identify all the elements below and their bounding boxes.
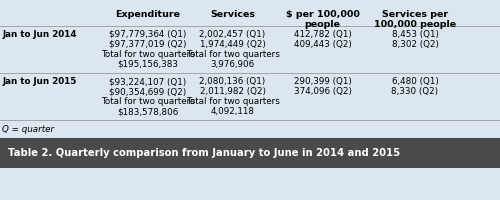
- Text: 290,399 (Q1): 290,399 (Q1): [294, 77, 352, 86]
- Text: 4,092,118: 4,092,118: [210, 107, 254, 116]
- Text: Services: Services: [210, 10, 255, 19]
- Text: 412,782 (Q1): 412,782 (Q1): [294, 30, 352, 39]
- Text: $ per 100,000
people: $ per 100,000 people: [286, 10, 360, 29]
- Text: 8,302 (Q2): 8,302 (Q2): [392, 40, 438, 49]
- Text: Services per
100,000 people: Services per 100,000 people: [374, 10, 456, 29]
- Text: Jan to Jun 2015: Jan to Jun 2015: [2, 77, 77, 86]
- Text: Q = quarter: Q = quarter: [2, 125, 54, 134]
- Text: $97,377,019 (Q2): $97,377,019 (Q2): [109, 40, 186, 49]
- Text: Table 2. Quarterly comparison from January to June in 2014 and 2015: Table 2. Quarterly comparison from Janua…: [8, 148, 400, 158]
- Text: Total for two quarters: Total for two quarters: [186, 50, 280, 59]
- Text: Jan to Jun 2014: Jan to Jun 2014: [2, 30, 77, 39]
- Text: Total for two quarters: Total for two quarters: [100, 50, 194, 59]
- Text: 3,976,906: 3,976,906: [210, 60, 254, 69]
- Text: $195,156,383: $195,156,383: [117, 60, 178, 69]
- Text: 8,330 (Q2): 8,330 (Q2): [392, 87, 438, 96]
- Text: 2,080,136 (Q1): 2,080,136 (Q1): [200, 77, 266, 86]
- Text: Expenditure: Expenditure: [115, 10, 180, 19]
- Text: 374,096 (Q2): 374,096 (Q2): [294, 87, 352, 96]
- Text: 409,443 (Q2): 409,443 (Q2): [294, 40, 352, 49]
- Text: $93,224,107 (Q1): $93,224,107 (Q1): [109, 77, 186, 86]
- Text: Total for two quarters: Total for two quarters: [186, 97, 280, 106]
- Text: 2,011,982 (Q2): 2,011,982 (Q2): [200, 87, 266, 96]
- Text: $183,578,806: $183,578,806: [117, 107, 178, 116]
- Text: 1,974,449 (Q2): 1,974,449 (Q2): [200, 40, 266, 49]
- Text: 6,480 (Q1): 6,480 (Q1): [392, 77, 438, 86]
- Text: $90,354,699 (Q2): $90,354,699 (Q2): [109, 87, 186, 96]
- Text: 2,002,457 (Q1): 2,002,457 (Q1): [200, 30, 266, 39]
- Text: 8,453 (Q1): 8,453 (Q1): [392, 30, 438, 39]
- Text: Total for two quarters: Total for two quarters: [100, 97, 194, 106]
- Bar: [0, 138, 500, 168]
- Text: $97,779,364 (Q1): $97,779,364 (Q1): [109, 30, 186, 39]
